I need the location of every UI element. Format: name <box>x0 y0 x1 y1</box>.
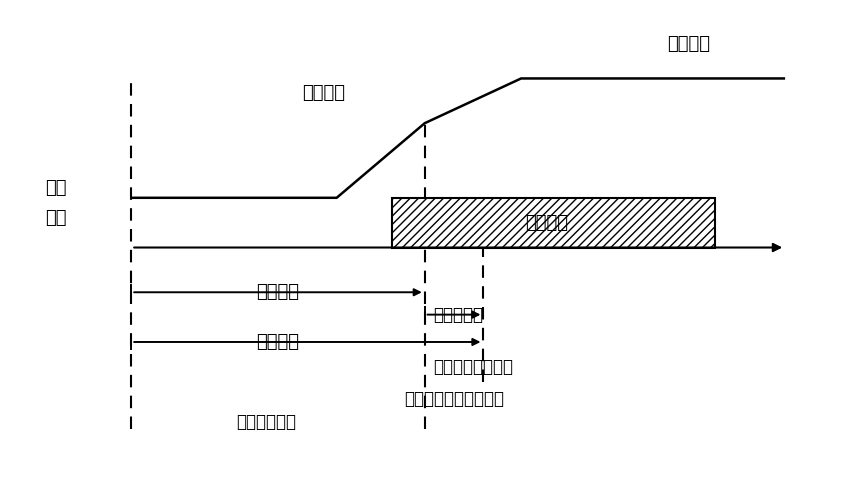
Text: 分闸: 分闸 <box>45 179 66 197</box>
Text: 所有相中触头接触: 所有相中触头接触 <box>433 358 513 376</box>
Text: 合闸位置: 合闸位置 <box>667 34 711 52</box>
Text: 位置: 位置 <box>45 208 66 226</box>
Text: 预击穿时间: 预击穿时间 <box>433 306 483 324</box>
Text: 电流流过: 电流流过 <box>525 214 568 232</box>
Bar <box>392 198 715 248</box>
Text: 合闸回路带电: 合闸回路带电 <box>236 412 296 430</box>
Text: 关合时间: 关合时间 <box>257 284 299 302</box>
Text: 触头运动: 触头运动 <box>303 84 346 102</box>
Text: 合闸时间: 合闸时间 <box>257 333 299 351</box>
Text: 第一相中开始流过电流: 第一相中开始流过电流 <box>404 390 504 408</box>
